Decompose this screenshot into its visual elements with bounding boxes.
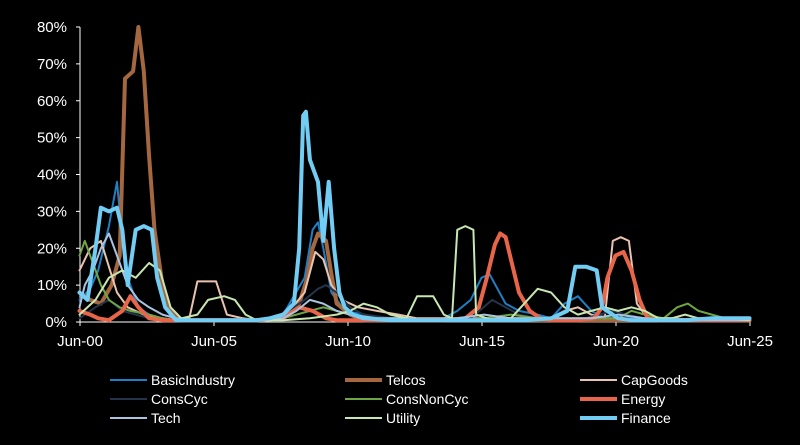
y-axis: 0% 10% 20% 30% 40% 50% 60% 70% 80% [37, 19, 81, 331]
x-axis: Jun-00 Jun-05 Jun-10 Jun-15 Jun-20 Jun-25 [57, 321, 773, 350]
y-tick-label: 70% [37, 56, 67, 73]
legend-label-consnoncyc: ConsNonCyc [386, 391, 468, 407]
x-tick-label: Jun-00 [57, 333, 103, 350]
y-tick-label: 0% [45, 314, 67, 331]
legend-label-finance: Finance [621, 410, 671, 426]
series-lines [77, 25, 752, 323]
legend-label-tech: Tech [151, 410, 181, 426]
y-tick-label: 50% [37, 130, 67, 147]
x-tick-label: Jun-15 [459, 333, 505, 350]
series-line-finance [77, 109, 752, 323]
legend: BasicIndustry Telcos CapGoods ConsCyc ConsNo… [110, 372, 688, 426]
series-line-energy [77, 231, 752, 323]
x-tick-label: Jun-25 [727, 333, 773, 350]
y-tick-label: 60% [37, 93, 67, 110]
y-tick-label: 30% [37, 203, 67, 220]
series-line-telcos [77, 25, 752, 323]
legend-label-basicindustry: BasicIndustry [151, 372, 235, 388]
y-tick-label: 40% [37, 167, 67, 184]
y-tick-label: 20% [37, 240, 67, 257]
y-tick-label: 10% [37, 277, 67, 294]
legend-label-utility: Utility [386, 410, 420, 426]
legend-label-conscyc: ConsCyc [151, 391, 208, 407]
legend-label-energy: Energy [621, 391, 665, 407]
x-tick-label: Jun-10 [325, 333, 371, 350]
x-tick-label: Jun-20 [593, 333, 639, 350]
series-line-capgoods [78, 236, 751, 322]
series-line-tech [78, 232, 751, 322]
y-tick-label: 80% [37, 19, 67, 36]
x-tick-label: Jun-05 [191, 333, 237, 350]
legend-label-telcos: Telcos [386, 372, 426, 388]
series-line-utility [78, 225, 751, 322]
legend-label-capgoods: CapGoods [621, 372, 688, 388]
series-line-consnoncyc [78, 239, 751, 322]
